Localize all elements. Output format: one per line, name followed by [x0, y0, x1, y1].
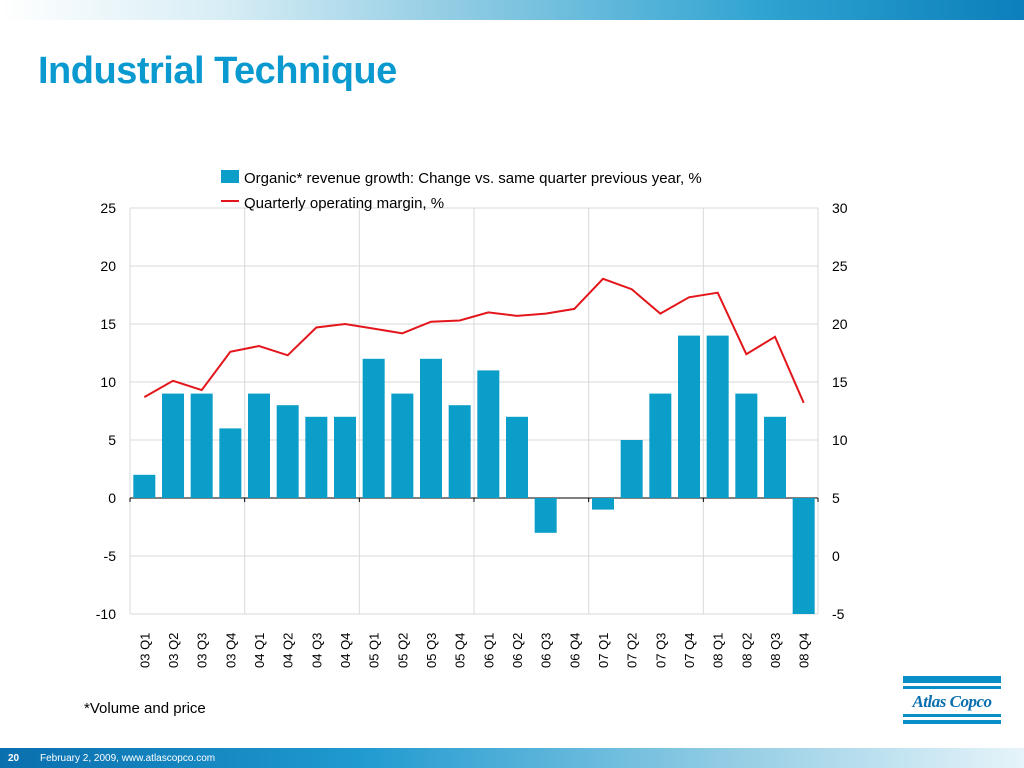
y-left-tick-label: 5 [108, 432, 116, 448]
y-right-tick-label: 10 [832, 432, 848, 448]
logo-wordmark: Atlas Copco [912, 692, 992, 711]
x-category-label: 07 Q2 [625, 633, 640, 668]
bar [248, 393, 270, 498]
x-category-label: 03 Q4 [223, 633, 238, 668]
x-category-label: 06 Q2 [510, 633, 525, 668]
y-right-tick-label: 0 [832, 548, 840, 564]
page-number: 20 [8, 753, 20, 764]
x-category-label: 08 Q3 [768, 633, 783, 668]
legend-swatch-bar [221, 170, 239, 183]
x-category-label: 05 Q4 [453, 633, 468, 668]
x-category-label: 06 Q1 [481, 633, 496, 668]
y-right-tick-label: 25 [832, 258, 848, 274]
bar [792, 498, 815, 614]
bar [735, 393, 758, 498]
y-right-tick-label: 30 [832, 200, 848, 216]
bar [162, 393, 184, 498]
bar [534, 498, 557, 533]
x-category-label: 04 Q3 [309, 633, 324, 668]
atlas-copco-logo: Atlas Copco [903, 676, 1001, 724]
bar [362, 358, 385, 498]
bar [706, 335, 729, 498]
y-left-tick-label: 20 [100, 258, 116, 274]
x-category-label: 03 Q2 [166, 633, 181, 668]
bar [620, 440, 643, 498]
y-left-tick-label: 10 [100, 374, 116, 390]
y-right-tick-label: 20 [832, 316, 848, 332]
x-category-label: 04 Q4 [338, 633, 353, 668]
x-category-label: 04 Q1 [252, 633, 267, 668]
y-right-tick-label: 15 [832, 374, 848, 390]
bar [133, 474, 156, 498]
x-category-label: 08 Q4 [797, 633, 812, 668]
y-left-tick-label: 25 [100, 200, 116, 216]
top-decoration-bar [0, 0, 1024, 20]
x-category-label: 06 Q4 [567, 633, 582, 668]
y-left-tick-label: 0 [108, 490, 116, 506]
bar [592, 498, 614, 510]
bar [448, 405, 471, 498]
x-category-label: 05 Q1 [367, 633, 382, 668]
legend-label-revenue-growth: Organic* revenue growth: Change vs. same… [244, 170, 702, 187]
slide-title: Industrial Technique [38, 50, 397, 92]
bar [764, 416, 786, 498]
bottom-decoration-bar [0, 748, 1024, 768]
y-left-tick-label: -10 [96, 606, 116, 622]
bar [391, 393, 414, 498]
bar [477, 370, 500, 498]
x-category-label: 03 Q1 [137, 633, 152, 668]
x-category-label: 04 Q2 [281, 633, 296, 668]
x-category-label: 07 Q3 [653, 633, 668, 668]
x-category-label: 08 Q1 [711, 633, 726, 668]
bar [190, 393, 213, 498]
x-category-label: 05 Q2 [395, 633, 410, 668]
x-category-label: 05 Q3 [424, 633, 439, 668]
bar [678, 335, 700, 498]
bar [334, 416, 356, 498]
line-operating-margin [143, 277, 805, 404]
legend-label-operating-margin: Quarterly operating margin, % [244, 195, 444, 212]
y-left-tick-label: -5 [104, 548, 117, 564]
x-category-label: 07 Q1 [596, 633, 611, 668]
footer-date-url: February 2, 2009, www.atlascopco.com [40, 753, 216, 764]
x-category-label: 08 Q2 [739, 633, 754, 668]
y-right-tick-label: 5 [832, 490, 840, 506]
x-category-label: 03 Q3 [195, 633, 210, 668]
combo-chart: -10 -5 0 5 10 15 20 25 -5 0 5 10 15 20 25 30 03 Q1 03 Q2 0… [96, 170, 848, 668]
bar [649, 393, 672, 498]
bar [219, 428, 242, 498]
bar [420, 358, 442, 498]
bar [276, 405, 299, 498]
y-left-tick-label: 15 [100, 316, 116, 332]
footnote: *Volume and price [84, 700, 206, 717]
bar [506, 416, 528, 498]
x-category-label: 06 Q3 [539, 633, 554, 668]
x-category-label: 07 Q4 [682, 633, 697, 668]
y-right-tick-label: -5 [832, 606, 845, 622]
bar [305, 416, 328, 498]
